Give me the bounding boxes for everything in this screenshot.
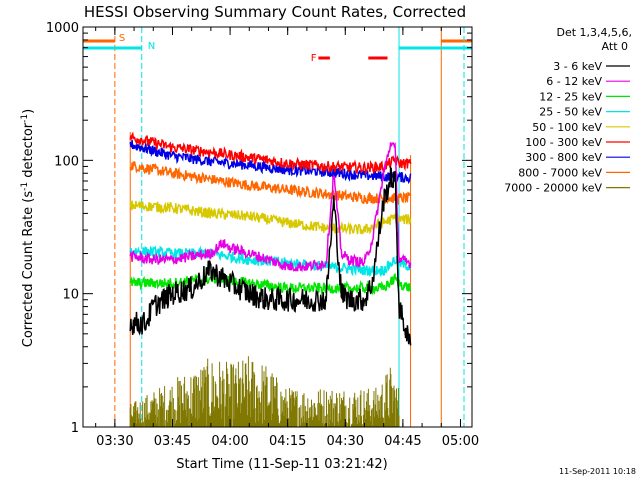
legend-label-100-300-kev: 100 - 300 keV xyxy=(525,136,602,149)
legend-header-line2: Att 0 xyxy=(602,40,628,53)
series-layer xyxy=(129,131,412,427)
y-tick-label: 1000 xyxy=(46,21,79,36)
y-axis-label-main: Corrected Count Rate (s xyxy=(21,191,36,348)
y-axis-label-sup2: -1 xyxy=(20,114,30,123)
y-tick-label: 10 xyxy=(62,288,79,303)
x-tick-label: 03:45 xyxy=(154,434,191,449)
legend-label-25-50-kev: 25 - 50 keV xyxy=(539,106,602,119)
series-800-7000-kev xyxy=(129,160,412,206)
x-tick-label: 03:30 xyxy=(96,434,133,449)
y-axis-ticks: 1 10 100 1000 xyxy=(46,21,472,436)
x-tick-label: 04:45 xyxy=(384,434,421,449)
legend-label-12-25-kev: 12 - 25 keV xyxy=(539,90,602,103)
annotation-s: S xyxy=(119,33,125,44)
legend-label-7000-20000-kev: 7000 - 20000 keV xyxy=(504,182,602,195)
x-tick-label: 04:15 xyxy=(269,434,306,449)
y-tick-label: 1 xyxy=(71,421,79,436)
y-axis-label-end: ) xyxy=(21,109,36,114)
x-axis-ticks: 03:30 03:45 04:00 04:15 04:30 04:45 05:00 xyxy=(95,27,479,449)
legend-label-800-7000-kev: 800 - 7000 keV xyxy=(518,166,602,179)
chart-title: HESSI Observing Summary Count Rates, Cor… xyxy=(84,3,466,21)
legend-label-50-100-kev: 50 - 100 keV xyxy=(532,121,602,134)
footer-timestamp: 11-Sep-2011 10:18 xyxy=(559,467,636,476)
annotation-n: N xyxy=(148,41,155,52)
interval-markers: S N F xyxy=(83,27,472,427)
y-tick-label: 100 xyxy=(54,154,79,169)
series-100-300-kev xyxy=(129,131,412,175)
series-7000-20000-kev xyxy=(129,356,400,427)
y-axis-label-sup1: -1 xyxy=(20,182,30,191)
x-tick-label: 04:00 xyxy=(211,434,248,449)
plot-frame xyxy=(82,26,473,428)
x-tick-label: 05:00 xyxy=(442,434,479,449)
series-25-50-kev xyxy=(129,244,411,278)
legend: Det 1,3,4,5,6, Att 0 3 - 6 keV 6 - 12 keV… xyxy=(504,26,632,195)
series-6-12-kev xyxy=(129,141,412,273)
y-axis-label-mid: detector xyxy=(21,122,36,182)
y-axis-label: Corrected Count Rate (s-1 detector-1) xyxy=(20,109,36,347)
x-axis-label: Start Time (11-Sep-11 03:21:42) xyxy=(176,457,387,472)
series-300-800-kev xyxy=(129,139,412,185)
x-tick-label: 04:30 xyxy=(327,434,364,449)
legend-label-6-12-kev: 6 - 12 keV xyxy=(546,75,602,88)
legend-label-3-6-kev: 3 - 6 keV xyxy=(553,60,602,73)
series-50-100-kev xyxy=(129,200,412,235)
legend-header-line1: Det 1,3,4,5,6, xyxy=(556,26,632,39)
annotation-f: F xyxy=(311,53,317,64)
legend-label-300-800-kev: 300 - 800 keV xyxy=(525,151,602,164)
series-3-6-kev xyxy=(129,165,412,346)
